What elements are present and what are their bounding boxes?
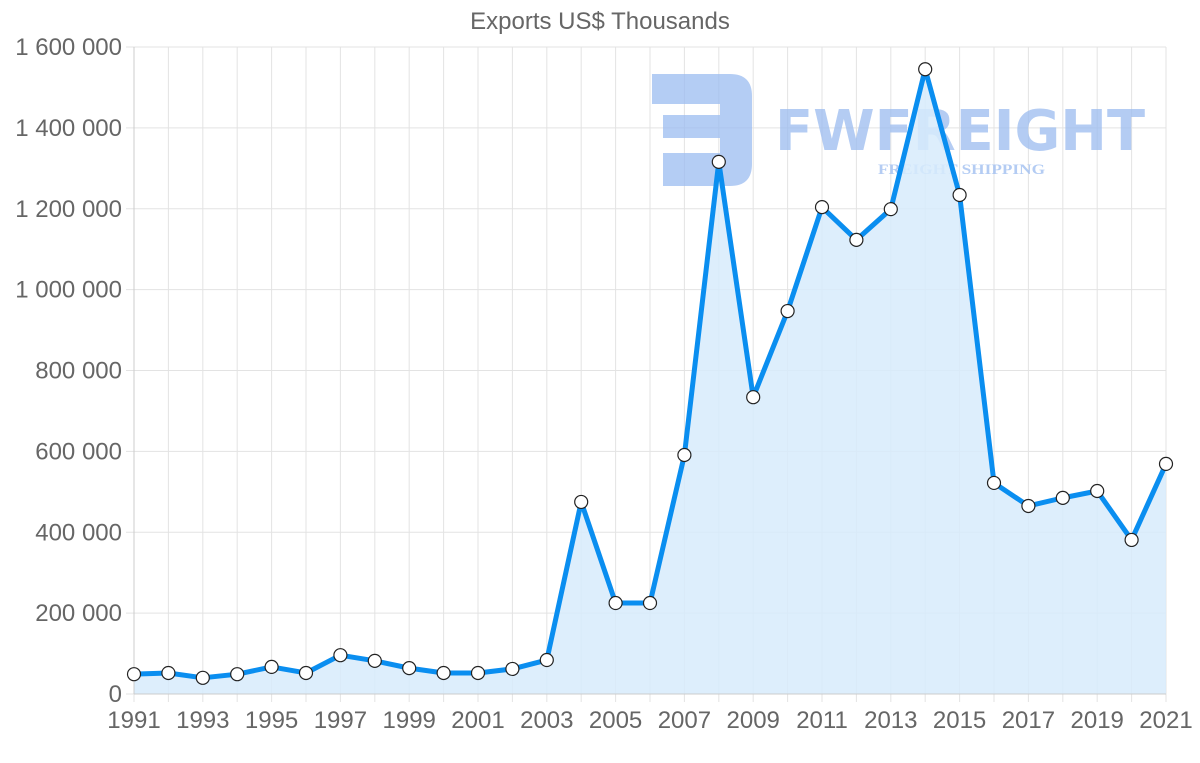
data-point-marker: [402, 661, 417, 676]
data-point-marker: [161, 665, 176, 681]
y-tick-label: 200 000: [35, 600, 122, 627]
chart-title: Exports US$ Thousands: [470, 8, 730, 35]
x-tick-label: 1995: [245, 707, 298, 734]
data-point-marker: [264, 659, 279, 675]
area-fill: [134, 69, 1166, 695]
watermark-logo: FWFREIGHT FREIGHT SHIPPING: [652, 74, 1145, 186]
logo-mark-icon: [652, 74, 752, 186]
data-point-marker: [195, 670, 210, 685]
data-point-marker: [470, 665, 486, 681]
data-point-marker: [746, 390, 761, 405]
x-tick-label: 2003: [520, 707, 573, 734]
data-point-marker: [298, 665, 314, 681]
data-points: [126, 62, 1174, 685]
x-tick-label: 1997: [314, 707, 367, 734]
area-fill-path: [134, 69, 1166, 695]
data-point-marker: [333, 648, 348, 663]
x-tick-label: 2017: [1002, 707, 1055, 734]
data-point-marker: [436, 665, 451, 681]
data-point-marker: [367, 653, 382, 668]
data-point-marker: [986, 475, 1002, 491]
data-point-marker: [505, 661, 520, 677]
x-tick-label: 1991: [107, 707, 160, 734]
y-tick-label: 600 000: [35, 438, 122, 465]
data-point-marker: [230, 667, 245, 682]
data-point-marker: [642, 595, 658, 611]
data-point-marker: [539, 652, 554, 668]
x-tick-label: 2013: [864, 707, 917, 734]
data-point-marker: [849, 232, 864, 247]
y-tick-label: 400 000: [35, 519, 122, 546]
y-tick-label: 1 000 000: [15, 277, 122, 304]
x-tick-label: 2015: [933, 707, 986, 734]
x-tick-label: 2021: [1139, 707, 1192, 734]
x-tick-label: 1999: [383, 707, 436, 734]
y-tick-label: 0: [109, 681, 122, 708]
data-point-marker: [574, 494, 589, 510]
data-point-marker: [918, 62, 933, 77]
data-point-marker: [1158, 456, 1174, 472]
y-tick-label: 1 200 000: [15, 196, 122, 223]
x-tick-label: 2009: [727, 707, 780, 734]
watermark-brand: FWFREIGHT: [775, 99, 1145, 164]
x-tick-label: 2005: [589, 707, 642, 734]
y-tick-label: 800 000: [35, 358, 122, 385]
data-point-marker: [814, 200, 830, 215]
data-point-marker: [126, 667, 142, 682]
data-point-marker: [1090, 483, 1105, 499]
y-tick-label: 1 600 000: [15, 34, 122, 61]
data-point-marker: [1021, 498, 1036, 514]
data-point-marker: [883, 202, 898, 217]
data-point-marker: [1055, 490, 1070, 505]
x-tick-label: 2019: [1071, 707, 1124, 734]
data-point-marker: [608, 595, 623, 611]
data-point-marker: [952, 187, 967, 203]
x-tick-label: 2007: [658, 707, 711, 734]
data-point-marker: [1124, 532, 1139, 548]
data-point-marker: [677, 447, 692, 463]
data-point-marker: [780, 303, 795, 319]
data-point-marker: [711, 154, 726, 169]
x-tick-label: 1993: [176, 707, 229, 734]
x-tick-label: 2011: [796, 707, 848, 734]
x-tick-label: 2001: [451, 707, 504, 734]
y-tick-label: 1 400 000: [15, 115, 122, 142]
axes: 0 200 000 400 000 600 000 800 000 1 000 000 1 …: [15, 34, 1192, 734]
